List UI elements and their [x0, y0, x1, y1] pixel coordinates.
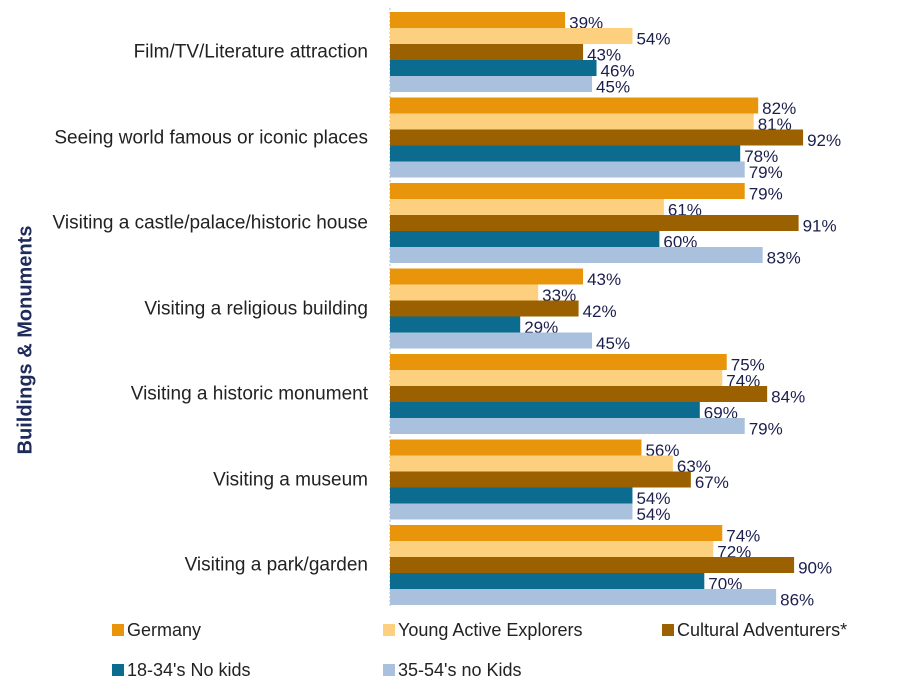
bar [390, 60, 597, 76]
value-label: 78% [744, 147, 778, 166]
bar [390, 247, 763, 263]
bar [390, 113, 754, 130]
bar [390, 557, 795, 573]
value-label: 42% [583, 302, 617, 321]
bar [390, 332, 593, 349]
category-label: Visiting a park/garden [184, 554, 368, 576]
value-label: 56% [645, 441, 679, 460]
value-label: 61% [668, 200, 702, 219]
value-label: 60% [663, 232, 697, 251]
bar [390, 183, 745, 199]
category-label: Seeing world famous or iconic places [54, 127, 368, 148]
bar [390, 284, 539, 301]
value-label: 82% [762, 99, 796, 118]
bar [390, 145, 741, 162]
category-label: Visiting a religious building [144, 298, 368, 319]
value-label: 45% [596, 334, 630, 353]
bar [390, 370, 723, 386]
value-label: 39% [569, 13, 603, 32]
bar [390, 471, 691, 488]
value-label: 43% [587, 270, 621, 289]
value-label: 79% [749, 163, 783, 182]
bar [390, 76, 593, 92]
value-label: 74% [726, 371, 760, 390]
value-label: 69% [704, 403, 738, 422]
bar [390, 487, 633, 504]
bar [390, 316, 521, 333]
value-label: 72% [717, 542, 751, 561]
value-label: 83% [767, 248, 801, 267]
bar [390, 231, 660, 247]
value-label: 86% [780, 590, 814, 609]
value-label: 54% [636, 505, 670, 524]
category-label: Visiting a castle/palace/historic house [52, 212, 368, 234]
bar [390, 28, 633, 44]
legend-label: Germany [127, 620, 201, 640]
bar [390, 386, 768, 402]
y-axis-label: Buildings & Monuments [14, 226, 36, 455]
value-label: 79% [749, 419, 783, 438]
legend-swatch [383, 624, 395, 636]
legend-swatch [662, 624, 674, 636]
legend-label: Young Active Explorers [398, 620, 582, 640]
legend-label: 18-34's No kids [127, 660, 251, 680]
bar [390, 97, 759, 114]
value-label: 70% [708, 574, 742, 593]
legend-swatch [112, 664, 124, 676]
value-label: 75% [731, 355, 765, 374]
value-label: 45% [596, 77, 630, 96]
value-label: 54% [636, 489, 670, 508]
bar [390, 161, 745, 178]
bar [390, 402, 700, 418]
value-label: 74% [726, 526, 760, 545]
value-label: 92% [807, 131, 841, 150]
value-label: 54% [636, 29, 670, 48]
legend-swatch [383, 664, 395, 676]
bar [390, 215, 799, 231]
value-label: 67% [695, 473, 729, 492]
bar [390, 199, 664, 215]
value-label: 79% [749, 184, 783, 203]
value-label: 91% [803, 216, 837, 235]
legend-label: 35-54's no Kids [398, 660, 522, 680]
category-label: Visiting a historic monument [130, 383, 368, 405]
value-label: 43% [587, 45, 621, 64]
bar [390, 573, 705, 589]
bar [390, 418, 745, 434]
bar [390, 589, 777, 605]
bar [390, 44, 584, 60]
bar [390, 503, 633, 520]
legend-label: Cultural Adventurers* [677, 620, 847, 640]
value-label: 90% [798, 558, 832, 577]
value-label: 29% [524, 318, 558, 337]
bar [390, 129, 804, 146]
bar [390, 354, 727, 370]
bar [390, 541, 714, 557]
value-label: 33% [542, 286, 576, 305]
bar [390, 525, 723, 541]
value-label: 81% [758, 115, 792, 134]
category-label: Film/TV/Literature attraction [133, 41, 368, 63]
bar [390, 12, 566, 28]
legend-swatch [112, 624, 124, 636]
bar [390, 455, 673, 472]
bar [390, 268, 584, 285]
category-label: Visiting a museum [213, 469, 368, 490]
bar [390, 439, 642, 456]
value-label: 46% [601, 61, 635, 80]
bar [390, 300, 579, 317]
value-label: 84% [771, 387, 805, 406]
value-label: 63% [677, 457, 711, 476]
